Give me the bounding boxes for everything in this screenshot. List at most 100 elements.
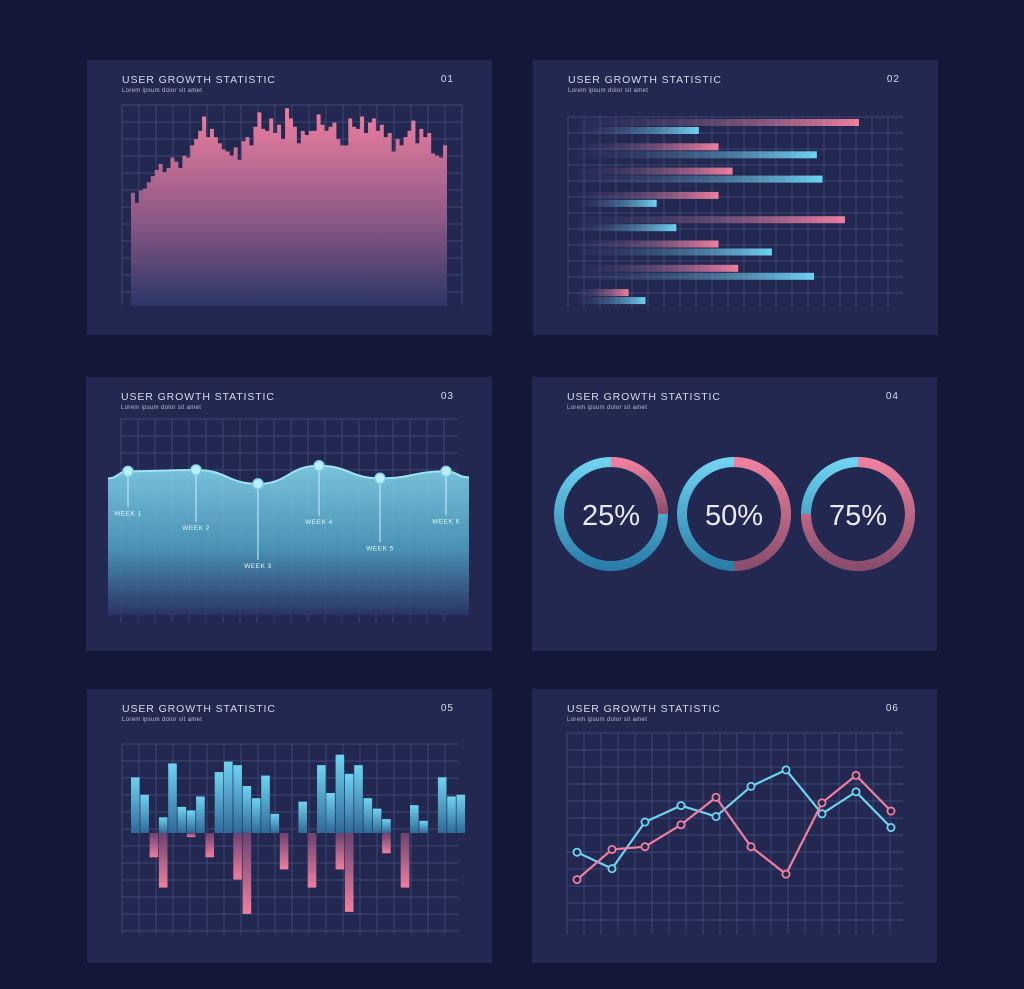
card-title: USER GROWTH STATISTIC — [567, 391, 721, 403]
bar-positive — [177, 806, 187, 833]
line-point — [711, 792, 721, 802]
chart-grid — [566, 732, 903, 934]
bar-blue — [578, 248, 772, 256]
bar-positive — [354, 765, 363, 833]
bar-positive — [158, 817, 168, 833]
donut-label: 25% — [582, 500, 640, 532]
card-number: 04 — [885, 391, 899, 402]
bar-pink — [578, 240, 719, 248]
bar-blue — [578, 127, 699, 134]
bar-positive — [140, 794, 149, 833]
card-number: 03 — [440, 391, 454, 402]
bar-positive — [214, 772, 224, 833]
card-subtitle: Lorem ipsum dolor sit amet — [568, 88, 649, 94]
line-point — [851, 787, 861, 797]
line-point — [886, 823, 896, 833]
card-title: USER GROWTH STATISTIC — [567, 703, 721, 715]
chart-card-2: USER GROWTH STATISTIC Lorem ipsum dolor … — [533, 60, 938, 335]
week-label: WEEK 5 — [366, 545, 394, 552]
bar-positive — [168, 763, 177, 833]
bar-blue — [578, 297, 646, 305]
bar-positive — [456, 794, 466, 833]
card-title: USER GROWTH STATISTIC — [568, 74, 722, 86]
bar-pink — [578, 216, 845, 224]
bar-negative — [400, 833, 410, 888]
line-point — [781, 765, 791, 775]
line-series-blue — [576, 768, 892, 871]
week-point — [374, 472, 386, 485]
week-label: WEEK 4 — [305, 519, 333, 526]
week-label: WEEK 1 — [114, 510, 142, 517]
bar-positive — [317, 765, 326, 833]
bar-negative — [233, 833, 242, 880]
bar-positive — [335, 754, 345, 833]
bar-positive — [242, 786, 252, 833]
line-point — [607, 844, 617, 854]
chart-card-6: USER GROWTH STATISTIC Lorem ipsum dolor … — [532, 689, 937, 963]
line-point — [640, 842, 650, 852]
donut-3: 75% — [801, 457, 915, 571]
chart-card-5: USER GROWTH STATISTIC Lorem ipsum dolor … — [87, 689, 492, 963]
bar-blue — [578, 175, 823, 183]
bar-positive — [419, 820, 428, 833]
bar-negative — [242, 833, 252, 914]
week-point — [252, 478, 264, 490]
positive-negative-bar-chart — [121, 743, 466, 934]
bar-positive — [447, 796, 456, 833]
bar-pink — [578, 191, 719, 199]
bar-pink — [578, 167, 733, 175]
bar-negative — [279, 833, 289, 870]
card-title: USER GROWTH STATISTIC — [122, 703, 276, 715]
card-subtitle: Lorem ipsum dolor sit amet — [122, 717, 203, 723]
bar-pink — [578, 289, 629, 297]
bar-negative — [307, 833, 317, 888]
bar-positive — [382, 819, 391, 833]
card-subtitle: Lorem ipsum dolor sit amet — [121, 405, 202, 411]
area-chart-1 — [121, 104, 463, 306]
line-point — [676, 820, 686, 830]
bar-positive — [196, 796, 205, 833]
bar-negative — [382, 833, 391, 854]
card-subtitle: Lorem ipsum dolor sit amet — [122, 88, 203, 94]
bar-positive — [131, 777, 140, 833]
line-point — [886, 806, 896, 816]
bar-blue — [578, 151, 817, 159]
bar-positive — [363, 798, 373, 833]
bar-positive — [344, 773, 354, 833]
bar-blue — [578, 199, 657, 207]
card-number: 01 — [440, 74, 454, 85]
line-point — [851, 770, 861, 780]
line-point — [607, 864, 617, 874]
donut-2: 50% — [677, 457, 791, 571]
line-series-pink — [576, 773, 892, 881]
line-point — [572, 875, 582, 885]
bar-negative — [344, 833, 354, 912]
bar-negative — [335, 833, 345, 870]
wave-area-chart: WEEK 1 WEEK 2 WEEK 3 WEEK 4 WEEK 5 WEEK 6 — [107, 418, 470, 622]
area-series — [108, 465, 469, 615]
week-label: WEEK 6 — [432, 518, 460, 525]
bar-negative — [205, 833, 214, 858]
line-point — [676, 801, 686, 811]
bar-blue — [578, 272, 815, 280]
bar-positive — [298, 801, 307, 833]
bar-negative — [186, 833, 196, 838]
bar-negative — [149, 833, 159, 858]
bar-positive — [326, 792, 335, 833]
card-number: 06 — [885, 703, 899, 714]
bar-blue — [578, 224, 677, 232]
donut-value-arc — [801, 457, 915, 571]
horizontal-bar-chart — [567, 116, 903, 307]
card-title: USER GROWTH STATISTIC — [121, 391, 275, 403]
bar-pink — [578, 143, 719, 151]
donut-1: 25% — [554, 457, 668, 571]
area-outline — [107, 464, 470, 485]
bar-positive — [251, 798, 261, 833]
week-label: WEEK 2 — [182, 525, 210, 532]
line-point — [711, 812, 721, 822]
line-point — [817, 798, 827, 808]
donut-charts: 25% 50% 75% — [554, 457, 915, 571]
week-point — [122, 465, 134, 478]
donut-label: 50% — [705, 500, 763, 532]
chart-card-3: WEEK 1 WEEK 2 WEEK 3 WEEK 4 WEEK 5 WEEK 6 USE… — [86, 377, 492, 651]
